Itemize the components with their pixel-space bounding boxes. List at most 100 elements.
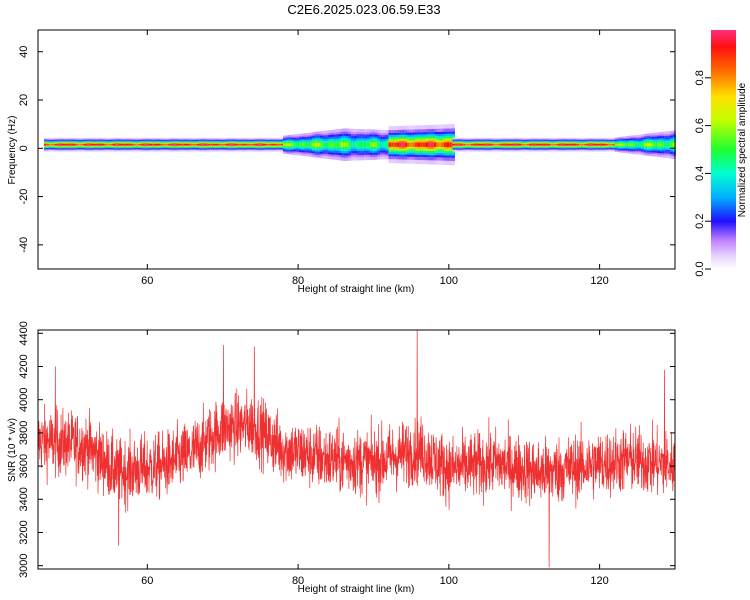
heatmap-cell [630,143,634,147]
heatmap-cell [443,142,447,148]
heatmap-cell [46,143,50,146]
heatmap-cell [409,142,413,147]
heatmap-cell [234,143,238,146]
heatmap-cell [622,143,626,146]
heatmap-cell [662,142,666,147]
heatmap-cell [592,143,596,146]
heatmap-cell [539,143,543,146]
heatmap-cell [249,143,253,146]
heatmap-cell [603,143,607,146]
heatmap-cell [94,143,98,146]
colorbar-tick-label: 0.6 [694,118,706,133]
heatmap-cell [212,143,216,146]
heatmap-cell [260,143,264,146]
heatmap-cell [667,142,671,147]
heatmap-cell [115,143,119,146]
y-tick-label: 3800 [18,421,30,445]
heatmap-cell [218,143,222,146]
y-tick-label: -40 [18,237,30,253]
heatmap-cell [231,143,235,146]
y-tick-label: 4400 [18,321,30,345]
colorbar-tick-label: 0.2 [694,214,706,229]
heatmap-cell [283,143,287,146]
spectrogram-x-label: Height of straight line (km) [298,284,415,295]
x-tick-label: 100 [440,275,458,287]
heatmap-cell [457,143,461,146]
y-tick-label: 3600 [18,454,30,478]
heatmap-cell [529,143,533,146]
heatmap-cell [471,143,475,146]
y-tick-label: 4000 [18,387,30,411]
heatmap-cell [508,143,512,146]
heatmap-cell [597,143,601,146]
heatmap-cell [619,143,624,146]
heatmap-cell [343,142,347,148]
heatmap-cell [476,143,480,146]
colorbar-tick-label: 0.8 [694,70,706,85]
heatmap-cell [301,143,305,147]
heatmap-cell [537,143,541,146]
heatmap-cell [460,143,464,146]
heatmap-cell [325,142,329,147]
heatmap-cell [351,142,355,148]
heatmap-cell [428,142,432,147]
heatmap-cell [290,143,294,147]
heatmap-cell [497,143,501,146]
heatmap-cell [333,142,337,147]
heatmap-cell [356,142,360,147]
heatmap-cell [263,143,267,146]
heatmap-cell [479,143,483,146]
heatmap-cell [369,142,373,147]
heatmap-cell [566,143,570,146]
x-tick-label: 80 [292,275,304,287]
heatmap-cell [139,143,143,146]
heatmap-cell [144,143,148,146]
heatmap-cell [298,143,302,147]
heatmap-cell [146,143,150,146]
heatmap-cell [579,143,583,146]
heatmap-cell [304,142,308,147]
heatmap-cell [202,143,206,146]
heatmap-cell [319,142,323,147]
heatmap-cell [515,143,519,146]
heatmap-cell [382,142,386,147]
heatmap-cell [273,143,277,146]
colorbar-gradient [711,30,736,269]
heatmap-cell [648,143,653,147]
colorbar-tick-label: 0.4 [694,166,706,181]
figure-title: C2E6.2025.023.06.59.E33 [287,2,440,17]
heatmap-cell [154,143,158,146]
heatmap-cell [338,142,342,147]
heatmap-cell [109,143,114,146]
heatmap-cell [542,143,546,146]
heatmap-cell [189,143,193,146]
heatmap-cell [552,143,556,146]
heatmap-cell [165,143,169,146]
heatmap-cell [587,143,591,146]
heatmap-cell [664,142,668,147]
heatmap-cell [152,143,156,146]
heatmap-cell [322,142,326,147]
heatmap-cell [393,142,397,147]
heatmap-cell [361,142,365,147]
colorbar-label: Normalized spectral amplitude [737,82,748,217]
heatmap-cell [436,142,440,147]
heatmap-cell [651,142,655,147]
heatmap-cell [288,143,292,147]
heatmap-cell [568,143,572,146]
heatmap-cell [204,143,209,146]
heatmap-cell [430,142,434,147]
x-tick-label: 120 [590,275,608,287]
y-tick-label: -20 [18,189,30,205]
heatmap-cell [438,142,442,147]
heatmap-cell [380,142,384,147]
heatmap-cell [83,143,87,146]
heatmap-cell [534,143,538,146]
heatmap-cell [226,143,230,146]
heatmap-cell [293,143,297,147]
heatmap-cell [257,143,261,146]
heatmap-cell [239,143,243,146]
heatmap-cell [505,143,509,146]
heatmap-cell [425,142,429,147]
